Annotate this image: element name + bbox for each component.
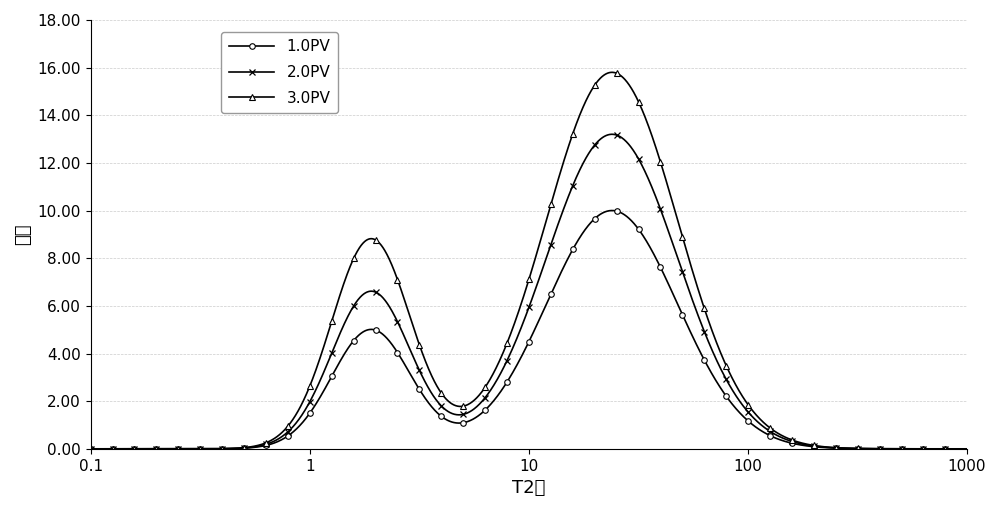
3.0PV [85,446,97,452]
Line: 1.0PV: 1.0PV [88,208,970,452]
3.0PV [935,446,947,452]
2.0PV [85,446,97,452]
3.0PV [775,432,787,438]
3.0PV [129,446,141,452]
X-axis label: T2谱: T2谱 [512,479,545,497]
Y-axis label: 幅度: 幅度 [14,224,32,245]
2.0PV [935,446,947,452]
1.0PV [129,446,141,452]
2.0PV [936,446,948,452]
1.0PV [487,398,499,404]
2.0PV [775,434,787,440]
2.0PV [129,446,141,452]
3.0PV [936,446,948,452]
3.0PV [606,69,618,76]
2.0PV [961,446,973,452]
1.0PV [85,446,97,452]
Line: 3.0PV: 3.0PV [88,69,970,452]
1.0PV [511,362,523,368]
1.0PV [961,446,973,452]
2.0PV [606,131,618,137]
1.0PV [606,207,618,214]
Legend: 1.0PV, 2.0PV, 3.0PV: 1.0PV, 2.0PV, 3.0PV [221,32,338,113]
2.0PV [487,383,499,389]
1.0PV [775,437,787,443]
3.0PV [487,370,499,376]
3.0PV [961,446,973,452]
1.0PV [935,446,947,452]
3.0PV [511,314,523,320]
1.0PV [936,446,948,452]
Line: 2.0PV: 2.0PV [87,131,970,452]
2.0PV [511,336,523,342]
